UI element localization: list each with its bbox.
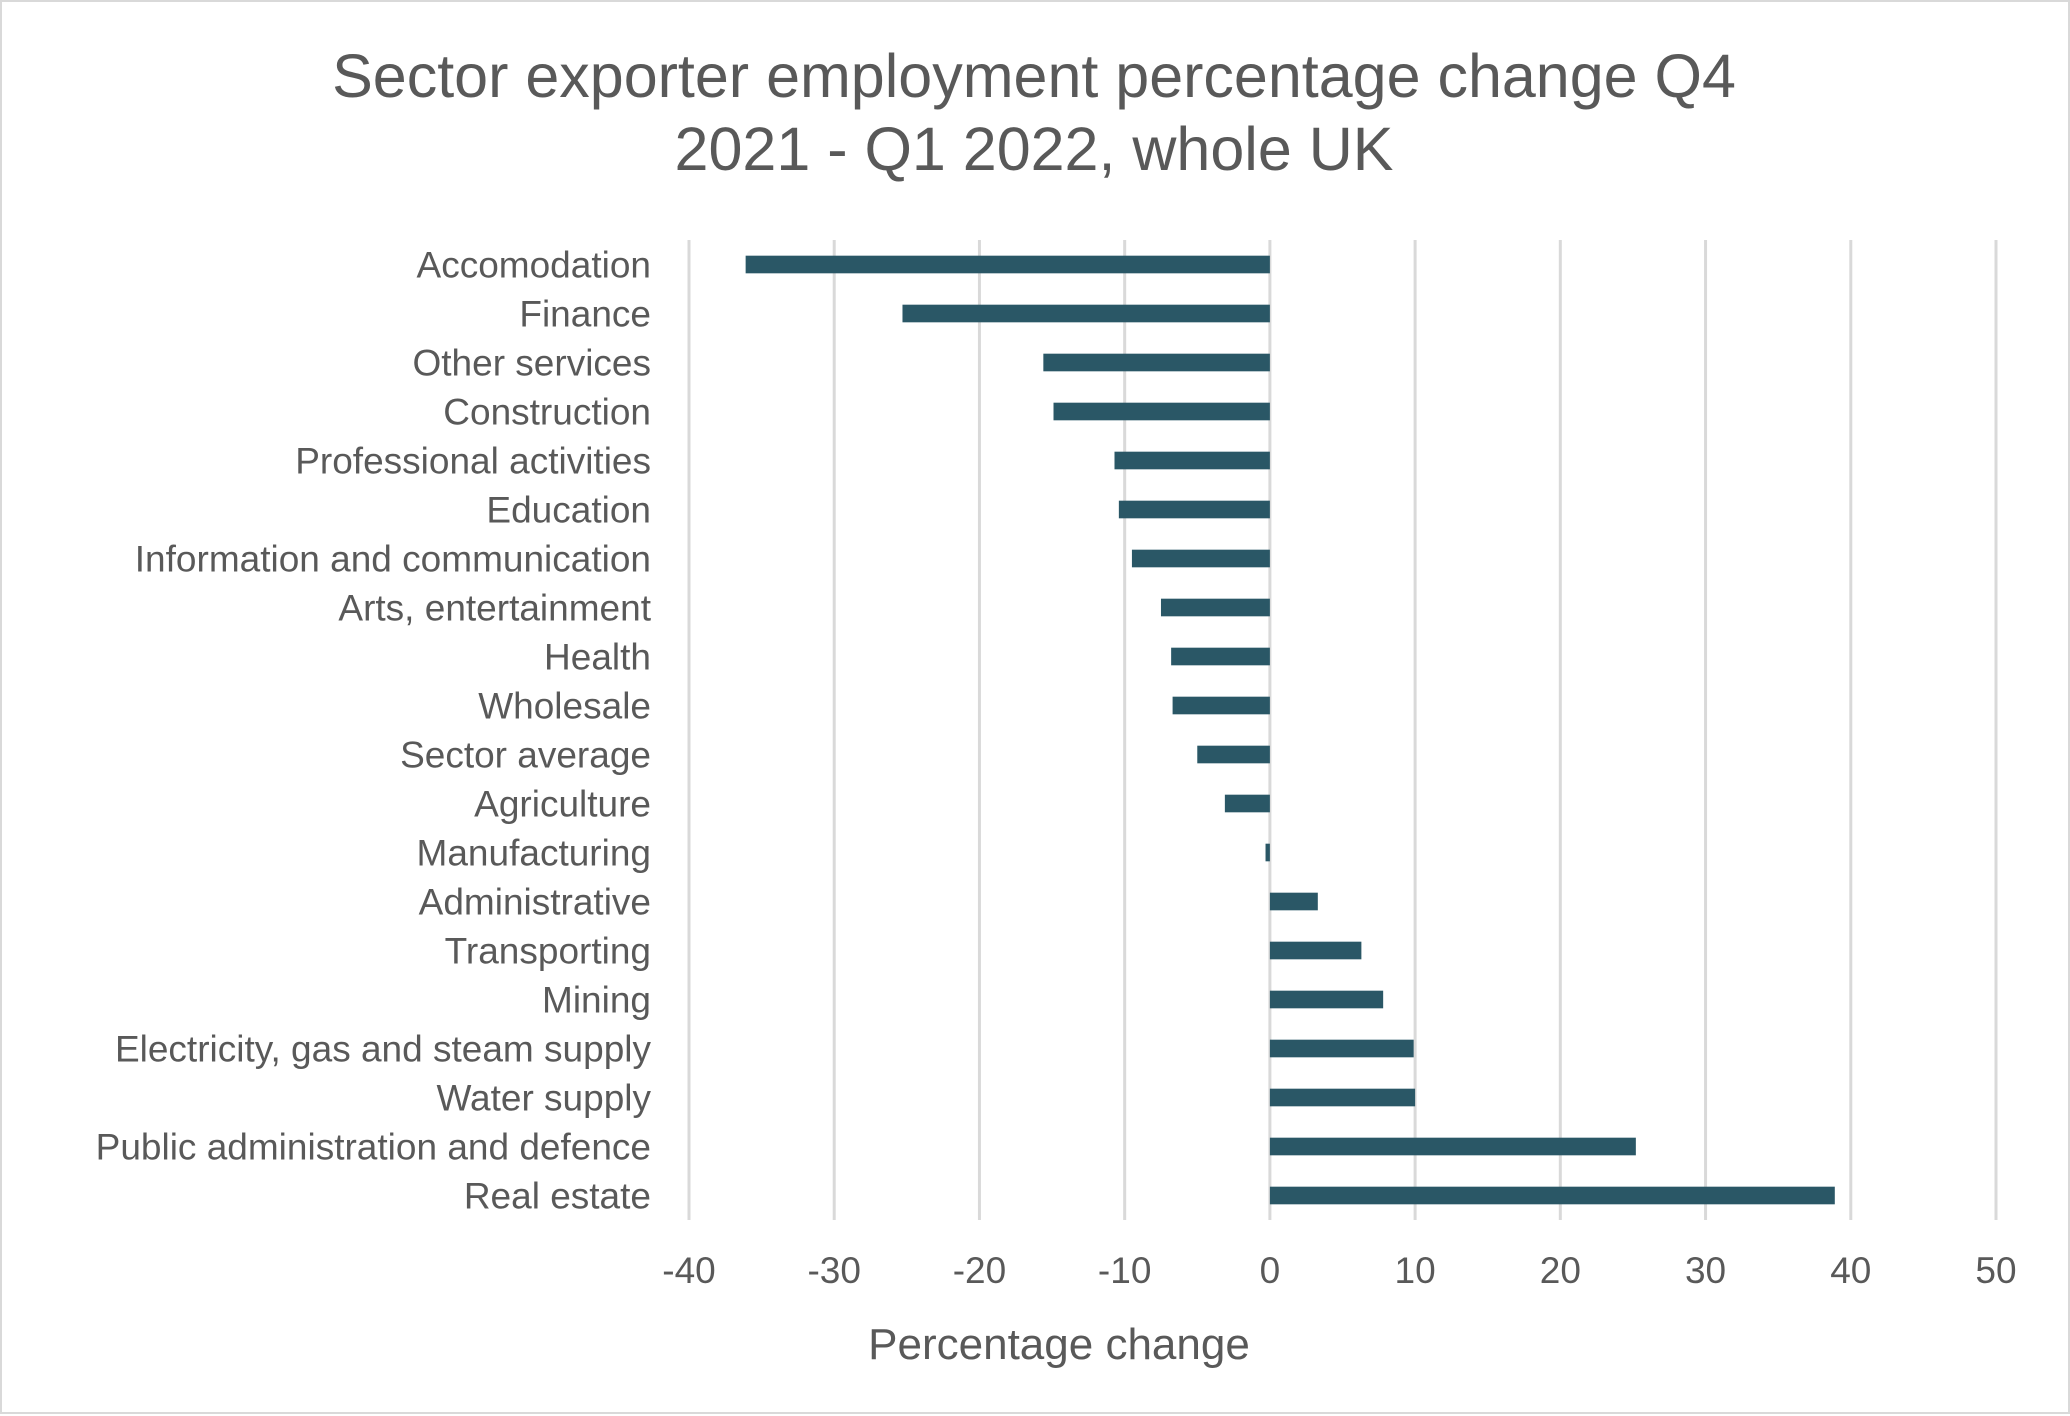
bar	[1197, 745, 1270, 764]
category-label: Finance	[519, 294, 651, 335]
bar	[1114, 451, 1270, 470]
category-label: Real estate	[464, 1176, 651, 1217]
x-tick-label: -20	[953, 1250, 1006, 1291]
bars	[745, 255, 1835, 1205]
category-label: Information and communication	[135, 539, 651, 580]
category-label: Wholesale	[478, 686, 651, 727]
category-label: Education	[486, 490, 651, 531]
chart-title-line-2: 2021 - Q1 2022, whole UK	[675, 115, 1394, 183]
bar	[1118, 500, 1270, 519]
category-label: Professional activities	[295, 441, 651, 482]
category-labels: Accomodation Finance Other services Constru…	[96, 245, 652, 1217]
category-label: Construction	[443, 392, 651, 433]
category-label: Administrative	[419, 882, 651, 923]
bar	[1043, 353, 1270, 372]
bar	[1224, 794, 1270, 813]
category-label: Sector average	[400, 735, 651, 776]
category-label: Accomodation	[417, 245, 651, 286]
category-label: Other services	[412, 343, 651, 384]
bar	[1265, 843, 1270, 862]
x-tick-labels: -40 -30 -20 -10 0 10 20 30 40 50	[662, 1250, 2016, 1291]
x-tick-label: 0	[1260, 1250, 1281, 1291]
bar	[1269, 892, 1318, 911]
x-tick-label: -30	[807, 1250, 860, 1291]
gridlines	[687, 240, 1998, 1220]
chart-title-line-1: Sector exporter employment percentage ch…	[332, 42, 1736, 110]
x-axis-title: Percentage change	[868, 1320, 1250, 1369]
chart-title: Sector exporter employment percentage ch…	[332, 42, 1736, 183]
bar	[1269, 941, 1362, 960]
bar	[1172, 696, 1270, 715]
category-label: Arts, entertainment	[338, 588, 651, 629]
category-label: Mining	[542, 980, 651, 1021]
x-tick-label: 30	[1685, 1250, 1726, 1291]
bar	[1269, 990, 1384, 1009]
category-label: Agriculture	[474, 784, 651, 825]
bar	[1171, 647, 1270, 666]
bar	[1269, 1039, 1414, 1058]
bar	[1269, 1088, 1416, 1107]
x-tick-label: 20	[1540, 1250, 1581, 1291]
category-label: Transporting	[445, 931, 651, 972]
x-tick-label: 50	[1975, 1250, 2016, 1291]
x-tick-label: -40	[662, 1250, 715, 1291]
bar	[902, 304, 1270, 323]
x-tick-label: 40	[1830, 1250, 1871, 1291]
category-label: Manufacturing	[417, 833, 651, 874]
bar	[1053, 402, 1270, 421]
bar	[1269, 1186, 1835, 1205]
x-tick-label: 10	[1395, 1250, 1436, 1291]
bar	[1160, 598, 1270, 617]
category-label: Public administration and defence	[96, 1127, 651, 1168]
x-tick-label: -10	[1098, 1250, 1151, 1291]
category-label: Electricity, gas and steam supply	[115, 1029, 652, 1070]
category-label: Water supply	[436, 1078, 651, 1119]
category-label: Health	[544, 637, 651, 678]
bar	[1269, 1137, 1636, 1156]
bar	[1131, 549, 1270, 568]
bar	[745, 255, 1270, 274]
